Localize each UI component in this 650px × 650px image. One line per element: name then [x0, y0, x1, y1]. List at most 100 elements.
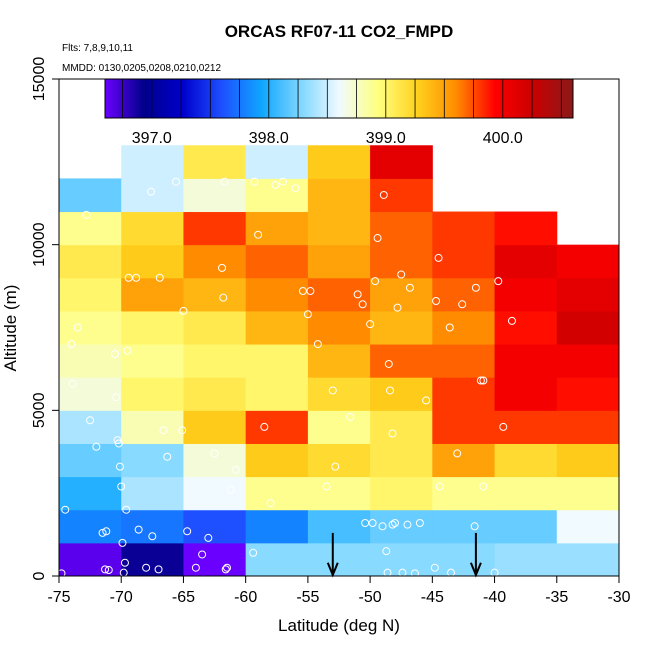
sample-point [218, 263, 227, 272]
sample-point [415, 518, 424, 527]
heatmap-cell [183, 542, 247, 577]
colorbar-gradient [104, 78, 574, 119]
dates-note: MMDD: 0130,0205,0208,0210,0212 [62, 63, 221, 74]
sample-point [223, 563, 231, 572]
heatmap-cell [556, 277, 620, 312]
sample-point [353, 290, 362, 299]
colorbar-tick-label: 398.0 [249, 130, 289, 147]
heatmap-cell [121, 277, 184, 312]
heatmap-cell [183, 178, 247, 213]
down-arrow-icon [469, 532, 482, 578]
sample-point [507, 316, 516, 325]
sample-point [113, 436, 122, 445]
sample-point [331, 462, 340, 471]
x-tick-label: -55 [296, 589, 319, 606]
sample-point [435, 482, 444, 491]
heatmap-cell [121, 410, 184, 444]
sample-point [388, 520, 397, 529]
sample-point [123, 346, 132, 355]
heatmap-cell [183, 344, 247, 378]
heatmap-cell [245, 509, 309, 544]
heatmap-cell [121, 145, 184, 179]
sample-point [57, 569, 66, 578]
sample-point [191, 563, 200, 572]
heatmap-cell [59, 476, 122, 511]
heatmap-cell [432, 344, 496, 378]
heatmap-cell [183, 145, 247, 179]
sample-point [68, 379, 77, 388]
sample-point [61, 505, 70, 514]
heatmap-cell [183, 377, 247, 411]
heatmap-cell [494, 211, 558, 246]
heatmap-cell [556, 410, 620, 444]
heatmap-cell [59, 443, 122, 478]
heatmap-cell [307, 542, 371, 577]
sample-point [221, 565, 230, 574]
heatmap-cell [307, 244, 371, 279]
heatmap-cell [494, 476, 558, 511]
colorbar-tick-label: 399.0 [366, 130, 406, 147]
heatmap-cell [307, 476, 371, 511]
heatmap-cell [494, 410, 558, 444]
heatmap-cell [59, 344, 122, 378]
heatmap-cell [183, 310, 247, 345]
sample-point [378, 522, 387, 531]
heatmap-cell [59, 509, 122, 544]
heatmap-cell [556, 344, 620, 378]
heatmap-cell [59, 310, 122, 345]
sample-point [101, 565, 110, 574]
heatmap-cell [121, 211, 184, 246]
sample-point [434, 253, 443, 262]
sample-point [494, 277, 503, 286]
heatmap-cell [121, 542, 184, 577]
sample-point [104, 566, 113, 575]
sample-point [220, 177, 229, 186]
heatmap-cell [494, 377, 558, 411]
sample-point [384, 359, 393, 368]
sample-point [397, 270, 406, 279]
sample-point [379, 190, 388, 199]
sample-point [148, 532, 157, 541]
sample-point [120, 558, 129, 567]
sample-point [178, 426, 187, 435]
heatmap-cell [556, 377, 620, 411]
colorbar-lines [122, 79, 562, 118]
heatmap-cell [121, 443, 184, 478]
heatmap-cell [307, 178, 371, 213]
x-tick-label: -60 [234, 589, 257, 606]
sample-point [476, 376, 485, 385]
sample-point [92, 442, 101, 451]
colorbar-labels: 397.0 398.0 399.0 400.0 [132, 130, 523, 147]
heatmap-cell [307, 344, 371, 378]
x-tick-label: -35 [545, 589, 568, 606]
heatmap-cell [370, 211, 433, 246]
heatmap-cell [370, 344, 433, 378]
sample-point [163, 452, 172, 461]
sample-point [112, 393, 121, 402]
x-tick-label: -70 [110, 589, 133, 606]
heatmap-cell [245, 344, 309, 378]
heatmap-cell [432, 542, 496, 577]
heatmap-cell [432, 476, 496, 511]
sample-point [453, 449, 462, 458]
sample-point [306, 287, 315, 296]
heatmap-cell [307, 211, 371, 246]
heatmap-cell [494, 443, 558, 478]
sample-point [366, 320, 375, 329]
sample-point [388, 429, 397, 438]
sample-point [346, 412, 355, 421]
heatmap-cell [432, 410, 496, 444]
sample-point [111, 350, 119, 359]
down-arrow-icon [326, 532, 339, 578]
x-tick-label: -45 [421, 589, 444, 606]
heatmap-cell [494, 344, 558, 378]
heatmap-cell [59, 410, 122, 444]
heatmap-cell [245, 211, 309, 246]
sample-point [313, 340, 322, 349]
sample-point [102, 527, 111, 536]
x-tick-label: -50 [359, 589, 382, 606]
sample-point [410, 569, 419, 578]
sample-point [231, 465, 240, 474]
sample-point [118, 538, 127, 547]
heatmap-cell [59, 377, 122, 411]
